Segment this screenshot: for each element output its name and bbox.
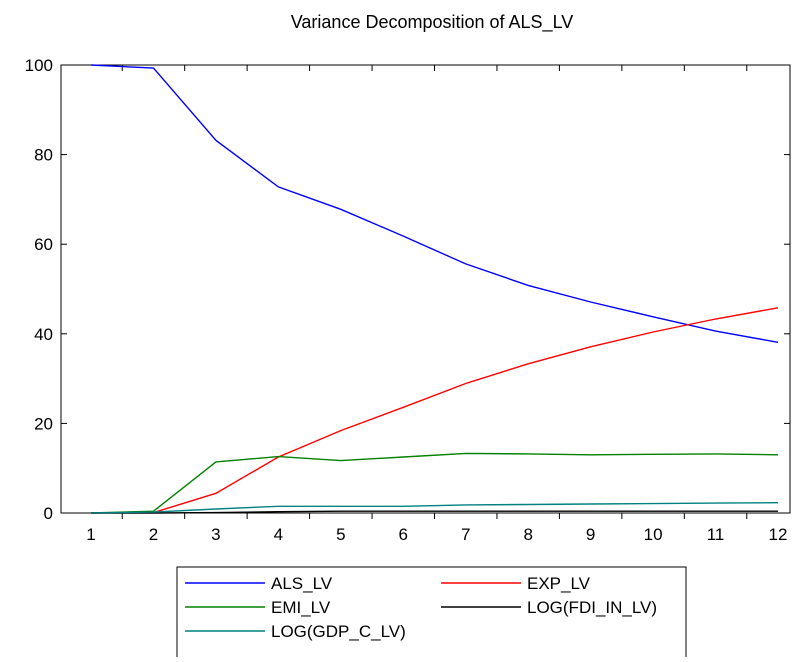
y-tick-label: 20 (34, 414, 53, 433)
legend-label: EXP_LV (527, 574, 591, 593)
series-line-log-gdp-c-lv (90, 502, 779, 514)
x-tick-label: 4 (274, 525, 283, 544)
legend-label: LOG(GDP_C_LV) (271, 622, 406, 641)
y-tick-label: 0 (44, 504, 53, 523)
series-line-log-fdi-in-lv (91, 510, 778, 514)
y-tick-label: 60 (34, 235, 53, 254)
legend: ALS_LV EXP_LV EMI_LV LOG(FDI_IN_LV) LOG(GDP_… (176, 566, 687, 660)
x-tick-label: 1 (86, 525, 95, 544)
series-line-als-lv (90, 64, 779, 343)
chart-title: Variance Decomposition of ALS_LV (291, 12, 574, 33)
x-tick-label: 11 (707, 525, 725, 544)
x-tick-label: 9 (586, 525, 595, 544)
x-tick-label: 6 (399, 525, 408, 544)
x-tick-label: 7 (461, 525, 470, 544)
y-tick-label: 80 (34, 146, 53, 165)
x-tick-label: 3 (211, 525, 220, 544)
x-tick-label: 2 (149, 525, 158, 544)
x-tick-label: 5 (336, 525, 345, 544)
legend-label: LOG(FDI_IN_LV) (527, 598, 657, 617)
y-tick-label: 100 (25, 56, 53, 75)
series-line-emi-lv (90, 452, 779, 514)
series-line-exp-lv (90, 307, 779, 514)
x-tick-label: 8 (523, 525, 532, 544)
x-tick-label: 12 (769, 525, 788, 544)
y-tick-label: 40 (34, 325, 53, 344)
plot-frame (60, 64, 791, 514)
legend-label: ALS_LV (271, 574, 333, 593)
x-tick-label: 10 (644, 525, 663, 544)
legend-label: EMI_LV (271, 598, 331, 617)
